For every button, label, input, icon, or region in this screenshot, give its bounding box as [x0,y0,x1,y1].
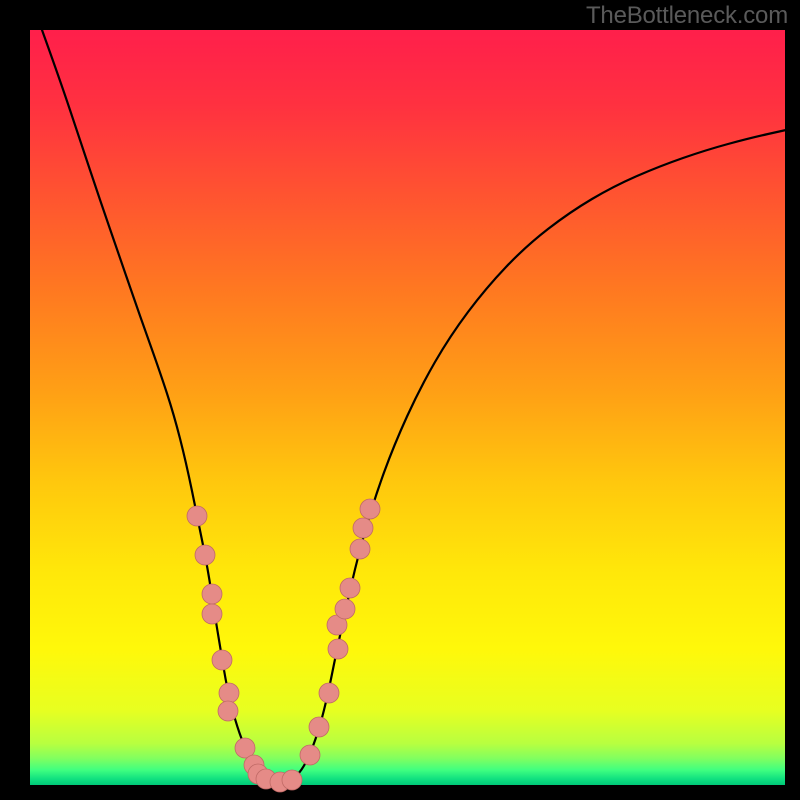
data-marker [319,683,339,703]
data-marker [187,506,207,526]
data-marker [202,584,222,604]
data-marker [328,639,348,659]
data-marker [218,701,238,721]
data-marker [350,539,370,559]
data-marker [212,650,232,670]
plot-area [30,30,785,785]
data-marker [202,604,222,624]
watermark-text: TheBottleneck.com [586,2,788,30]
data-marker [335,599,355,619]
data-marker [300,745,320,765]
data-marker [282,770,302,790]
data-marker [360,499,380,519]
data-marker [340,578,360,598]
data-marker [309,717,329,737]
data-marker [195,545,215,565]
data-marker [219,683,239,703]
data-marker [353,518,373,538]
